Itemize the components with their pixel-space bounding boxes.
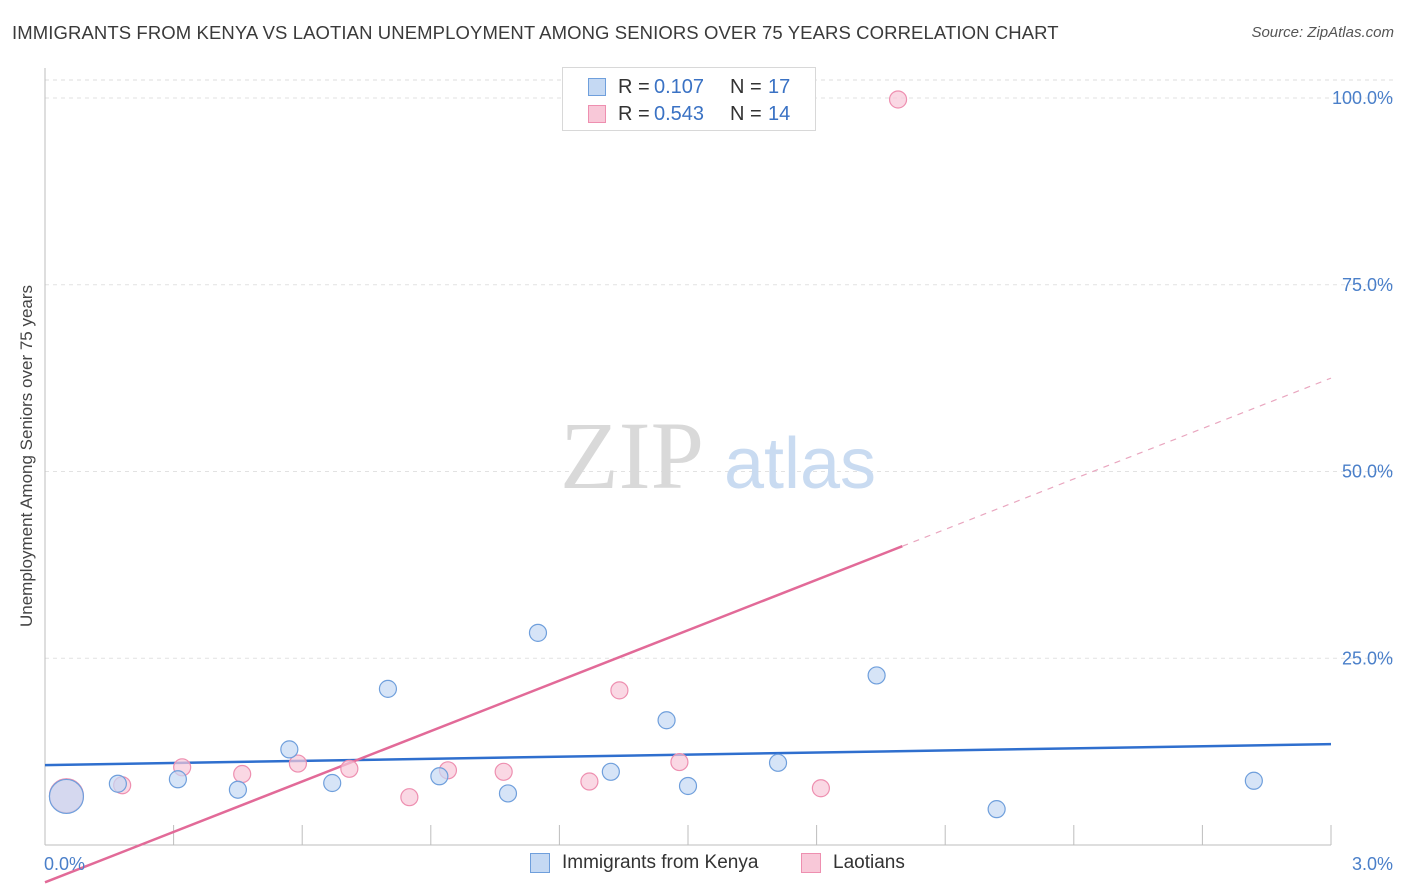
laotians-point — [811, 779, 830, 798]
legend-item-laotians: Laotians — [801, 852, 905, 874]
n-label: N = — [730, 75, 762, 98]
x-tick-label-max: 3.0% — [1352, 854, 1393, 874]
r-value: 0.543 — [654, 102, 705, 125]
kenya-point — [867, 666, 886, 685]
legend-item-kenya: Immigrants from Kenya — [530, 852, 758, 874]
laotians-swatch — [588, 105, 606, 123]
n-value: 14 — [768, 102, 791, 125]
kenya-point — [280, 740, 299, 759]
kenya-legend-label: Immigrants from Kenya — [562, 852, 759, 873]
kenya-point — [168, 770, 187, 789]
y-tick-label: 100.0% — [1332, 88, 1393, 108]
kenya-point — [768, 753, 788, 772]
laotians-point — [888, 90, 908, 109]
laotians-point — [580, 772, 599, 791]
kenya-point — [528, 623, 548, 642]
kenya-point — [1244, 771, 1263, 790]
y-axis-label: Unemployment Among Seniors over 75 years — [17, 284, 36, 628]
laotians-point — [494, 762, 513, 781]
legend-row-laotians: R = 0.543 N = 14 — [588, 102, 790, 126]
n-value: 17 — [768, 75, 791, 98]
kenya-point — [228, 780, 247, 799]
kenya-point — [323, 773, 342, 793]
laotians-legend-swatch — [801, 853, 821, 873]
r-value: 0.107 — [654, 75, 705, 98]
kenya-point — [430, 767, 449, 786]
kenya-point — [601, 762, 620, 781]
watermark-atlas: atlas — [724, 424, 876, 504]
r-label: R = — [618, 102, 650, 125]
y-tick-label: 25.0% — [1342, 648, 1393, 668]
laotians-point — [288, 754, 308, 773]
y-tick-label: 75.0% — [1342, 275, 1393, 295]
laotians-legend-label: Laotians — [833, 852, 905, 873]
kenya-point — [678, 776, 698, 796]
n-label: N = — [730, 102, 762, 125]
trend-extension-1 — [902, 377, 1332, 547]
source-credit: Source: ZipAtlas.com — [1251, 24, 1394, 41]
x-tick-label-min: 0.0% — [44, 854, 85, 874]
kenya-point — [657, 711, 676, 730]
kenya-swatch — [588, 78, 606, 96]
laotians-point — [670, 752, 689, 772]
kenya-point — [108, 774, 127, 793]
trend-line-1 — [44, 545, 903, 884]
laotians-point — [340, 759, 359, 778]
laotians-point — [610, 681, 629, 700]
series-legend: Immigrants from Kenya Laotians — [0, 852, 1406, 876]
trend-line-0 — [44, 742, 1332, 767]
kenya-point — [987, 800, 1006, 819]
kenya-point — [378, 679, 398, 698]
chart-title: IMMIGRANTS FROM KENYA VS LAOTIAN UNEMPLO… — [12, 22, 1059, 43]
r-label: R = — [618, 75, 650, 98]
y-tick-label: 50.0% — [1342, 462, 1393, 482]
kenya-legend-swatch — [530, 853, 550, 873]
watermark-zip: ZIP — [560, 402, 704, 509]
laotians-point — [233, 764, 252, 784]
laotians-point — [400, 788, 419, 807]
kenya-point — [48, 778, 85, 815]
kenya-point — [498, 784, 518, 803]
stats-legend: R = 0.107 N = 17 R = 0.543 N = 14 — [562, 67, 816, 131]
legend-row-kenya: R = 0.107 N = 17 — [588, 75, 790, 99]
